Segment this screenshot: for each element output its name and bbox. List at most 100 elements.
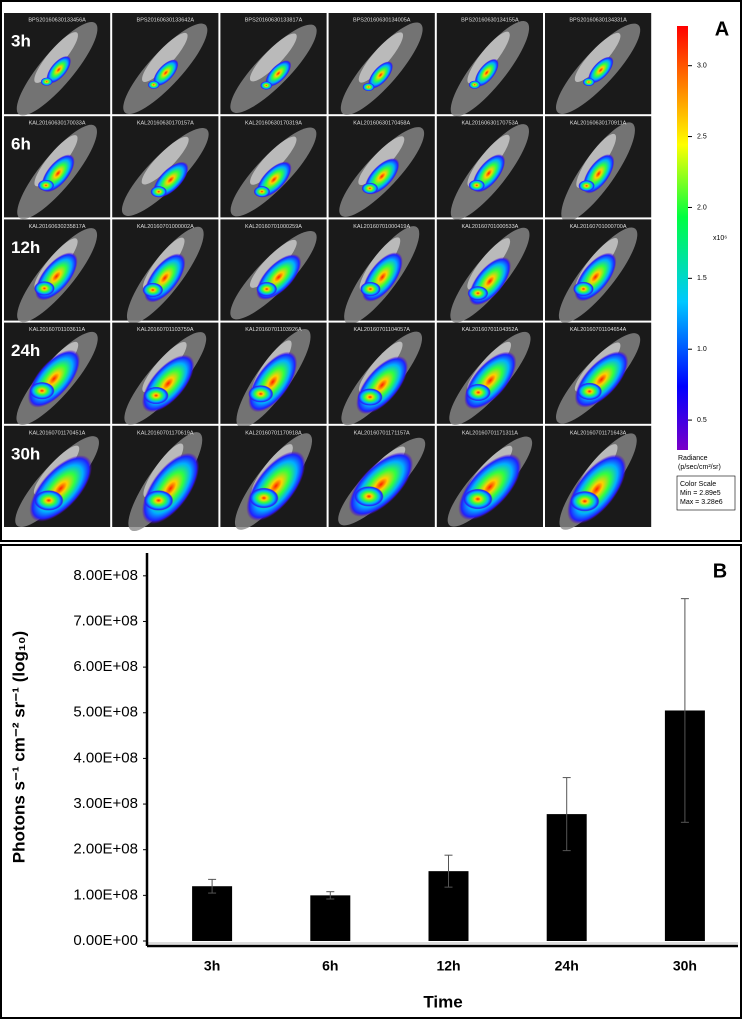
- colorbar-multiplier: x10⁶: [713, 235, 727, 242]
- image-cell: KAL20160701170451A: [4, 425, 111, 527]
- image-cell: BPS20160630134155A: [436, 13, 543, 117]
- x-tick-label: 6h: [322, 958, 338, 974]
- signal: [468, 80, 481, 89]
- image-id: KAL20160701103611A: [29, 327, 85, 333]
- y-tick-label: 1.00E+08: [73, 886, 138, 903]
- signal: [357, 388, 383, 406]
- colorbar-tick-label: 1.5: [697, 275, 707, 282]
- mouse-highlight: [250, 136, 297, 185]
- signal: [265, 60, 292, 87]
- signal: [143, 386, 169, 405]
- signal: [256, 281, 278, 297]
- y-tick-label: 4.00E+08: [73, 749, 138, 766]
- bar: [192, 886, 233, 941]
- signal: [576, 382, 603, 401]
- row-label: 30h: [11, 444, 40, 463]
- x-axis-title: Time: [423, 992, 462, 1011]
- signal: [260, 81, 273, 90]
- signal: [468, 179, 485, 192]
- image-cell: KAL20160701103611A: [4, 322, 111, 425]
- image-id: KAL20160701170451A: [29, 430, 86, 436]
- mouse-highlight: [34, 32, 78, 83]
- colorbar-tick-label: 2.0: [697, 204, 707, 211]
- image-cell: KAL20160701103926A: [220, 322, 327, 428]
- signal: [467, 285, 489, 301]
- y-tick-label: 7.00E+08: [73, 612, 138, 629]
- image-id: KAL20160630170157A: [137, 121, 194, 127]
- signal: [463, 488, 493, 510]
- signal: [361, 182, 379, 195]
- image-cell: KAL20160701170619A: [112, 425, 219, 532]
- image-cell: KAL20160630170157A: [112, 116, 219, 218]
- image-id: KAL20160630170033A: [29, 121, 86, 127]
- panel-a: BPS20160630133456A BPS20160630133642A BPS2…: [4, 13, 736, 532]
- image-id: BPS20160630134331A: [569, 17, 627, 23]
- image-cell: BPS20160630133456A: [4, 13, 111, 116]
- row-label: 6h: [11, 135, 31, 154]
- y-tick-label: 3.00E+08: [73, 795, 138, 812]
- signal: [46, 55, 72, 84]
- image-cell: BPS20160630134005A: [328, 13, 435, 116]
- image-id: KAL20160701103926A: [245, 327, 302, 333]
- image-cell: KAL20160701000533A: [436, 219, 543, 323]
- image-id: KAL20160701000700A: [570, 224, 627, 230]
- image-id: KAL20160701000002A: [137, 224, 194, 230]
- image-id: BPS20160630134155A: [461, 17, 519, 23]
- image-id: KAL20160630170458A: [353, 121, 410, 127]
- panel-label: B: [713, 560, 727, 582]
- image-cell: KAL20160701104057A: [328, 322, 435, 426]
- panel-b: B 0.00E+00 1.00E+08 2.00E+08 3.00E+08 4.00E+0…: [9, 553, 738, 1011]
- image-id: BPS20160630133456A: [28, 17, 86, 23]
- image-id: KAL20160701170619A: [137, 430, 194, 436]
- image-cell: KAL20160701171157A: [328, 425, 435, 527]
- mouse-highlight: [249, 33, 297, 82]
- image-id: BPS20160630134005A: [353, 17, 411, 23]
- signal: [354, 486, 384, 507]
- row-label: 24h: [11, 341, 40, 360]
- signal: [578, 180, 595, 192]
- image-id: KAL20160630170911A: [570, 121, 627, 127]
- signal: [142, 282, 164, 298]
- row-label: 3h: [11, 31, 31, 50]
- signal: [573, 281, 594, 297]
- signal: [34, 281, 55, 296]
- image-cell: KAL20160701171311A: [436, 425, 543, 527]
- y-tick-label: 5.00E+08: [73, 704, 138, 721]
- image-cell: KAL20160701170918A: [220, 425, 327, 530]
- signal: [368, 61, 394, 89]
- panel-label: A: [715, 18, 729, 40]
- image-id: KAL20160701000533A: [461, 224, 518, 230]
- image-id: KAL20160701103759A: [137, 327, 194, 333]
- signal: [569, 490, 600, 512]
- signal: [40, 77, 53, 86]
- colorbar: [677, 26, 688, 450]
- signal: [152, 59, 179, 87]
- mouse-highlight: [467, 31, 510, 84]
- image-id: KAL20160630235817A: [29, 224, 86, 230]
- signal: [150, 185, 167, 198]
- x-tick-label: 3h: [204, 958, 220, 974]
- signal: [248, 385, 274, 403]
- image-cell: BPS20160630133817A: [220, 13, 327, 115]
- x-tick-label: 12h: [436, 958, 460, 974]
- image-cell: KAL20160701103759A: [112, 322, 219, 425]
- image-cell: BPS20160630134331A: [545, 13, 652, 115]
- signal: [249, 487, 279, 509]
- image-id: KAL20160701170918A: [245, 430, 302, 436]
- colorbar-unit: (p/sec/cm²/sr): [678, 464, 721, 471]
- y-tick-label: 2.00E+08: [73, 841, 138, 858]
- colorbar-unit: Radiance: [678, 455, 708, 462]
- signal: [588, 56, 614, 84]
- x-tick-label: 24h: [555, 958, 579, 974]
- y-tick-label: 8.00E+08: [73, 567, 138, 584]
- image-cell: KAL20160701000419A: [328, 219, 435, 325]
- colorbar-tick-label: 3.0: [697, 63, 707, 70]
- signal: [362, 82, 375, 92]
- scale-box-text: Min = 2.89e5: [680, 490, 721, 497]
- image-id: BPS20160630133642A: [137, 17, 195, 23]
- image-cell: KAL20160630170033A: [4, 116, 111, 220]
- image-cell: KAL20160630170458A: [328, 116, 435, 218]
- image-id: KAL20160701171643A: [570, 430, 627, 436]
